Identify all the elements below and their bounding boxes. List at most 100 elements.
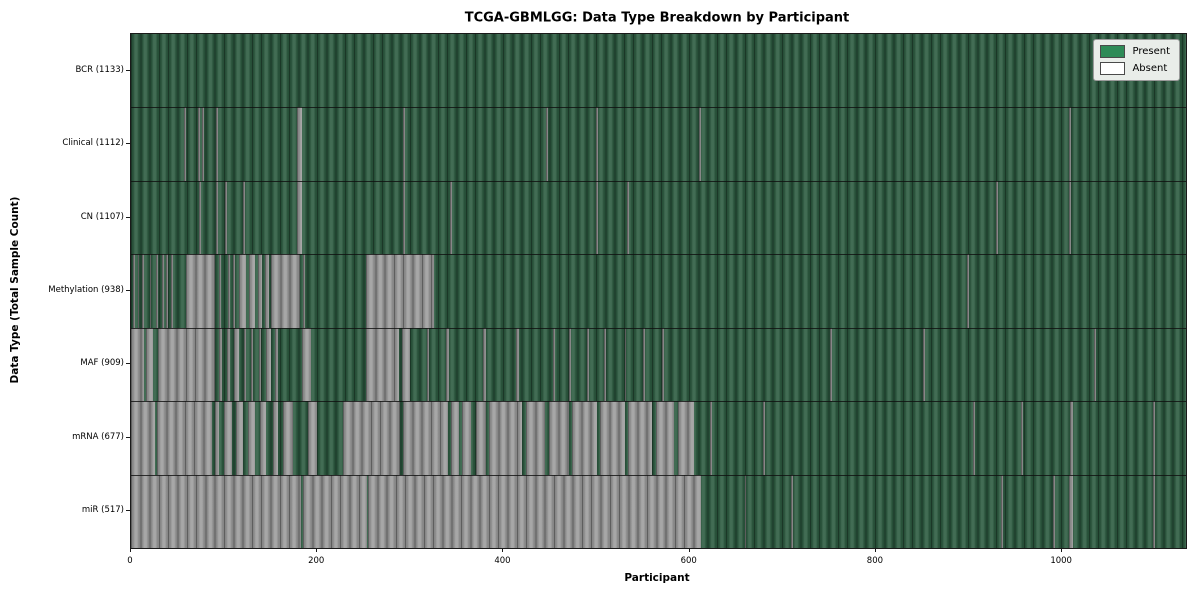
absent-segment <box>427 327 429 402</box>
absent-segment <box>401 327 411 402</box>
row-separator <box>131 180 1186 182</box>
ytick-label-clinical: Clinical (1112) <box>62 138 124 149</box>
absent-segment <box>219 254 222 328</box>
absent-segment <box>215 180 218 255</box>
ytick-mark <box>126 436 130 438</box>
absent-segment <box>236 401 243 475</box>
row-mrna <box>131 401 1186 475</box>
absent-segment <box>1153 474 1156 548</box>
absent-segment <box>260 401 266 475</box>
absent-segment <box>450 180 453 255</box>
absent-segment <box>489 401 523 475</box>
absent-segment <box>549 401 569 475</box>
absent-segment <box>296 107 303 181</box>
absent-segment <box>677 401 695 475</box>
legend-present-swatch <box>1100 45 1126 58</box>
legend-absent-swatch <box>1100 62 1126 75</box>
absent-segment <box>1068 180 1071 255</box>
xtick-label-200: 200 <box>308 556 325 566</box>
legend-label: Present <box>1132 46 1170 57</box>
absent-segment <box>595 180 598 255</box>
absent-segment <box>156 254 158 328</box>
absent-segment <box>215 107 218 181</box>
absent-segment <box>132 254 135 328</box>
absent-segment <box>198 180 201 255</box>
absent-segment <box>185 254 215 328</box>
ytick-label-maf: MAF (909) <box>80 358 124 369</box>
absent-segment <box>198 107 200 181</box>
absent-segment <box>972 401 975 475</box>
row-separator <box>131 107 1186 109</box>
absent-segment <box>661 327 664 402</box>
x-axis-label: Participant <box>624 572 690 584</box>
absent-segment <box>1000 474 1003 548</box>
absent-segment <box>243 327 247 402</box>
absent-segment <box>368 474 701 548</box>
absent-segment <box>627 180 630 255</box>
absent-segment <box>572 401 597 475</box>
absent-segment <box>624 327 627 402</box>
absent-segment <box>643 327 645 402</box>
absent-segment <box>272 401 279 475</box>
absent-segment <box>282 401 293 475</box>
absent-segment <box>587 327 590 402</box>
absent-segment <box>248 401 255 475</box>
absent-segment <box>475 401 486 475</box>
absent-segment <box>239 254 247 328</box>
absent-segment <box>275 327 279 402</box>
absent-segment <box>595 107 598 181</box>
legend-entry-present: Present <box>1100 45 1170 58</box>
absent-segment <box>967 254 970 328</box>
absent-segment <box>158 327 215 402</box>
absent-segment <box>462 401 471 475</box>
ytick-mark <box>126 510 130 512</box>
absent-segment <box>365 327 400 402</box>
row-separator <box>131 327 1186 329</box>
absent-segment <box>1052 474 1055 548</box>
absent-segment <box>184 107 186 181</box>
absent-segment <box>1153 401 1156 475</box>
absent-segment <box>830 327 833 402</box>
absent-segment <box>266 327 271 402</box>
xtick-mark <box>502 548 504 552</box>
absent-segment <box>157 401 212 475</box>
row-separator <box>131 254 1186 256</box>
absent-segment <box>568 327 571 402</box>
absent-segment <box>365 254 434 328</box>
absent-segment <box>1093 327 1096 402</box>
xtick-mark <box>874 548 876 552</box>
absent-segment <box>1069 401 1074 475</box>
xtick-label-0: 0 <box>127 556 133 566</box>
absent-segment <box>628 401 653 475</box>
absent-segment <box>251 327 253 402</box>
legend-entry-absent: Absent <box>1100 62 1170 75</box>
absent-segment <box>604 327 606 402</box>
legend: Present Absent <box>1093 39 1180 81</box>
row-mir <box>131 474 1186 548</box>
xtick-label-800: 800 <box>866 556 884 566</box>
absent-segment <box>552 327 555 402</box>
row-methylation <box>131 254 1186 328</box>
absent-segment <box>249 254 255 328</box>
xtick-label-1000: 1000 <box>1050 556 1072 566</box>
absent-segment <box>161 254 164 328</box>
absent-segment <box>296 180 303 255</box>
absent-segment <box>451 401 459 475</box>
absent-segment <box>131 474 302 548</box>
y-axis-label: Data Type (Total Sample Count) <box>9 196 21 384</box>
absent-segment <box>233 254 236 328</box>
absent-segment <box>257 254 263 328</box>
absent-segment <box>225 180 227 255</box>
ytick-mark <box>126 363 130 365</box>
ytick-label-cn: CN (1107) <box>80 211 124 222</box>
absent-segment <box>303 474 367 548</box>
absent-segment <box>171 254 173 328</box>
absent-segment <box>710 401 713 475</box>
absent-segment <box>142 254 145 328</box>
xtick-mark <box>1061 548 1063 552</box>
absent-segment <box>166 254 169 328</box>
xtick-label-600: 600 <box>680 556 697 566</box>
absent-segment <box>226 327 230 402</box>
absent-segment <box>343 401 401 475</box>
